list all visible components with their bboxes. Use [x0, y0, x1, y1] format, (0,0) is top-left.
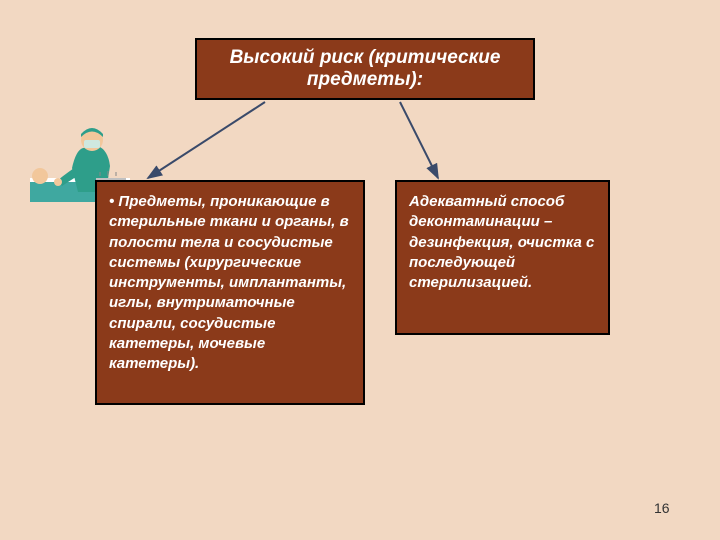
right-content-text: Адекватный способ деконтаминации – дезин… [409, 193, 594, 291]
right-content-box: Адекватный способ деконтаминации – дезин… [395, 180, 610, 335]
page-number: 16 [654, 500, 670, 516]
left-content-text: • Предметы, проникающие в стерильные тка… [109, 193, 349, 372]
title-box: Высокий риск (критические предметы): [195, 38, 535, 100]
title-text: Высокий риск (критические предметы): [209, 47, 521, 91]
left-content-box: • Предметы, проникающие в стерильные тка… [95, 180, 365, 405]
